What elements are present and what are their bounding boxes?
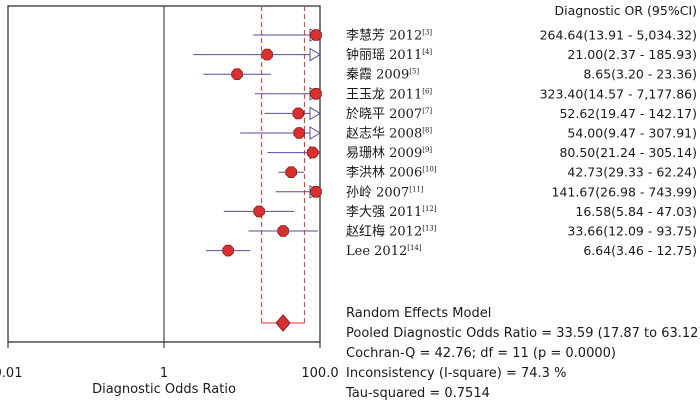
summary-statistics: Random Effects Model Pooled Diagnostic Od… — [345, 306, 700, 401]
study-name-text: 易珊林 2009 — [346, 146, 422, 161]
study-reference: [6] — [422, 87, 432, 95]
study-or-label-7: 42.73(29.33 - 62.24) — [567, 165, 697, 180]
study-name-text: 李大强 2011 — [346, 205, 422, 220]
study-reference: [14] — [407, 244, 422, 252]
study-name-7: 李洪林 2006[10] — [346, 166, 437, 181]
study-name-3: 王玉龙 2011[6] — [346, 87, 432, 102]
study-name-text: 赵志华 2008 — [346, 127, 422, 142]
study-or-label-8: 141.67(26.98 - 743.99) — [552, 184, 697, 199]
study-name-text: 李慧芳 2012 — [346, 28, 422, 44]
study-reference: [11] — [409, 185, 424, 193]
x-axis-ticks: 0.01 1 100.0 — [0, 6, 339, 381]
study-point-estimate — [310, 88, 322, 100]
study-name-6: 易珊林 2009[9] — [346, 146, 432, 161]
study-or-label-3: 323.40(14.57 - 7,177.86) — [540, 86, 697, 101]
x-axis-label: Diagnostic Odds Ratio — [92, 382, 236, 397]
ci-arrow-icon — [309, 106, 321, 121]
study-name-8: 孙岭 2007[11] — [346, 185, 424, 200]
study-name-text: 王玉龙 2011 — [346, 87, 422, 102]
study-reference: [3] — [422, 29, 432, 37]
ci-arrow-icon — [309, 47, 321, 62]
pooled-ci-lines — [261, 6, 305, 324]
study-point-estimate — [231, 68, 243, 80]
study-point-estimate — [293, 127, 305, 139]
summary-line-3: Inconsistency (I-square) = 74.3 % — [346, 366, 566, 381]
study-name-1: 钟丽瑶 2011[4] — [346, 47, 432, 63]
study-point-estimate — [310, 185, 322, 198]
study-name-text: 孙岭 2007 — [346, 185, 409, 200]
study-or-label-4: 52.62(19.47 - 142.17) — [559, 106, 697, 121]
study-reference: [4] — [422, 48, 432, 56]
study-or-label-0: 264.64(13.91 - 5,034.32) — [540, 28, 697, 43]
study-name-text: 钟丽瑶 2011 — [346, 47, 422, 63]
study-point-estimate — [310, 29, 322, 41]
study-row-11 — [206, 244, 251, 257]
study-point-estimate — [285, 166, 298, 179]
study-name-text: Lee 2012 — [346, 244, 407, 259]
study-reference: [8] — [422, 127, 432, 135]
study-rows — [193, 28, 322, 257]
study-row-7 — [278, 166, 304, 179]
study-name-10: 赵红梅 2012[13] — [346, 224, 437, 240]
pooled-estimate — [261, 314, 305, 332]
study-reference: [10] — [422, 166, 437, 174]
study-row-10 — [248, 225, 318, 237]
study-reference: [9] — [422, 146, 432, 154]
study-or-label-10: 33.66(12.09 - 93.75) — [567, 224, 697, 239]
study-point-estimate — [277, 225, 289, 237]
x-tick-label-2: 100.0 — [301, 366, 338, 381]
study-name-11: Lee 2012[14] — [346, 244, 422, 259]
summary-line-1: Pooled Diagnostic Odds Ratio = 33.59 (17… — [346, 326, 700, 341]
study-reference: [7] — [422, 107, 432, 115]
summary-line-0: Random Effects Model — [346, 306, 491, 321]
study-row-4 — [264, 106, 321, 121]
study-point-estimate — [222, 244, 234, 257]
study-name-text: 於晓平 2007 — [346, 106, 422, 122]
study-row-6 — [267, 145, 321, 160]
study-labels: 李慧芳 2012[3] 264.64(13.91 - 5,034.32) 钟丽瑶 2… — [346, 28, 697, 260]
study-name-text: 李洪林 2006 — [346, 166, 422, 181]
study-row-2 — [203, 68, 271, 80]
summary-line-2: Cochran-Q = 42.76; df = 11 (p = 0.0000) — [346, 346, 616, 361]
ci-arrow-icon — [309, 126, 321, 140]
study-or-label-11: 6.64(3.46 - 12.75) — [583, 243, 697, 258]
pooled-diamond — [275, 314, 291, 332]
study-name-text: 秦霞 2009 — [346, 68, 409, 83]
study-or-label-6: 80.50(21.24 - 305.14) — [559, 145, 697, 160]
study-or-label-2: 8.65(3.20 - 23.36) — [583, 67, 697, 82]
study-name-text: 赵红梅 2012 — [346, 224, 422, 240]
study-name-5: 赵志华 2008[8] — [346, 127, 432, 142]
study-reference: [5] — [409, 68, 419, 76]
study-row-3 — [254, 86, 322, 101]
study-name-4: 於晓平 2007[7] — [346, 106, 432, 122]
study-row-0 — [253, 28, 322, 42]
study-name-0: 李慧芳 2012[3] — [346, 28, 432, 44]
study-or-label-1: 21.00(2.37 - 185.93) — [567, 47, 697, 62]
study-reference: [12] — [422, 205, 437, 213]
study-or-label-9: 16.58(5.84 - 47.03) — [575, 204, 697, 219]
study-point-estimate — [306, 146, 319, 159]
study-reference: [13] — [422, 225, 437, 233]
study-row-9 — [223, 205, 295, 218]
study-point-estimate — [261, 48, 273, 61]
study-row-8 — [275, 184, 322, 199]
study-name-9: 李大强 2011[12] — [346, 205, 437, 220]
x-tick-label-1: 1 — [160, 366, 168, 381]
study-row-5 — [240, 126, 321, 140]
study-row-1 — [193, 47, 321, 62]
study-or-label-5: 54.00(9.47 - 307.91) — [567, 126, 697, 141]
summary-line-4: Tau-squared = 0.7514 — [345, 386, 490, 401]
x-tick-label-0: 0.01 — [0, 366, 22, 381]
study-point-estimate — [253, 205, 265, 218]
column-header: Diagnostic OR (95%CI) — [555, 3, 697, 18]
study-name-2: 秦霞 2009[5] — [346, 68, 419, 83]
study-point-estimate — [292, 107, 305, 120]
